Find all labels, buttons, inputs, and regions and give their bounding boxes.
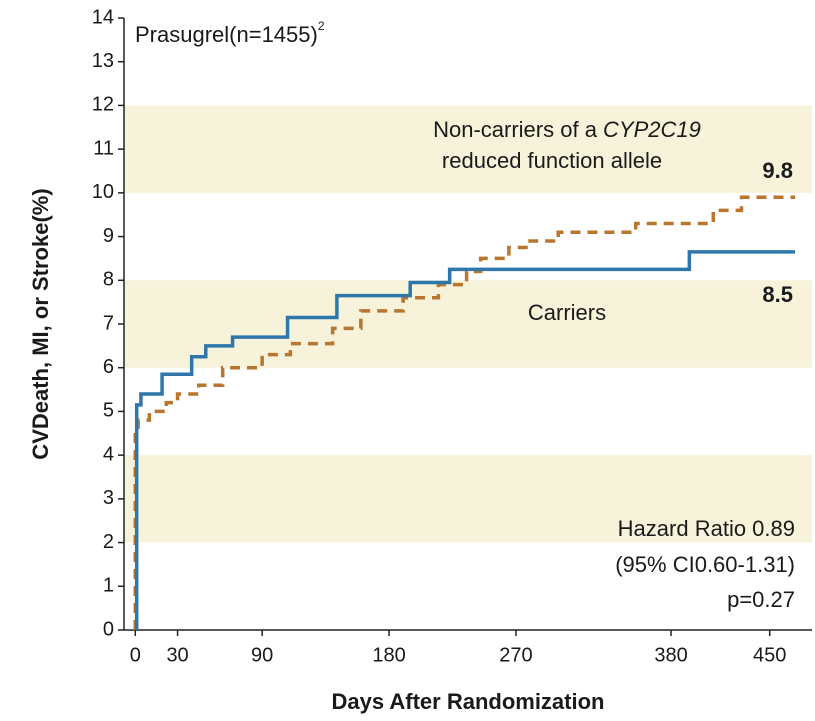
annotation: (95% CI0.60-1.31) bbox=[615, 552, 795, 577]
y-tick-label: 14 bbox=[92, 6, 114, 28]
band bbox=[124, 105, 812, 193]
chart-title: Prasugrel(n=1455)2 bbox=[135, 19, 325, 47]
annotation: Non-carriers of a CYP2C19 bbox=[433, 117, 701, 142]
annotation-part: CYP2C19 bbox=[603, 117, 701, 142]
y-tick-label: 6 bbox=[103, 356, 114, 378]
annotation: Carriers bbox=[528, 300, 606, 325]
y-tick-label: 0 bbox=[103, 618, 114, 640]
y-tick-label: 9 bbox=[103, 225, 114, 247]
y-tick-label: 4 bbox=[103, 443, 114, 465]
end-label: 9.8 bbox=[762, 158, 793, 183]
step-line bbox=[133, 195, 796, 630]
y-tick-label: 12 bbox=[92, 94, 114, 116]
y-tick-label: 3 bbox=[103, 487, 114, 509]
x-axis-label: Days After Randomization bbox=[331, 689, 604, 714]
x-tick-label: 270 bbox=[499, 644, 532, 666]
annotation: Hazard Ratio 0.89 bbox=[618, 516, 795, 541]
y-axis-label: CVDeath, MI, or Stroke(%) bbox=[28, 188, 53, 459]
band bbox=[124, 455, 812, 543]
y-tick-label: 13 bbox=[92, 50, 114, 72]
x-tick-label: 0 bbox=[130, 644, 141, 666]
title-superscript: 2 bbox=[318, 19, 325, 33]
y-tick-label: 7 bbox=[103, 312, 114, 334]
annotation: p=0.27 bbox=[727, 587, 795, 612]
x-tick-label: 380 bbox=[654, 644, 687, 666]
annotation: reduced function allele bbox=[442, 148, 662, 173]
x-tick-label: 180 bbox=[372, 644, 405, 666]
end-label: 8.5 bbox=[762, 282, 793, 307]
y-tick-label: 8 bbox=[103, 269, 114, 291]
y-tick-label: 10 bbox=[92, 181, 114, 203]
y-tick-label: 5 bbox=[103, 400, 114, 422]
x-tick-label: 90 bbox=[251, 644, 273, 666]
y-tick-label: 11 bbox=[93, 137, 114, 159]
band bbox=[124, 280, 812, 368]
x-tick-label: 30 bbox=[166, 644, 188, 666]
y-tick-label: 2 bbox=[103, 531, 114, 553]
x-tick-label: 450 bbox=[753, 644, 786, 666]
y-tick-label: 1 bbox=[103, 575, 114, 597]
title-text: Prasugrel(n=1455) bbox=[135, 22, 318, 47]
step-line bbox=[134, 250, 796, 630]
annotation-part: Non-carriers of a bbox=[433, 117, 603, 142]
